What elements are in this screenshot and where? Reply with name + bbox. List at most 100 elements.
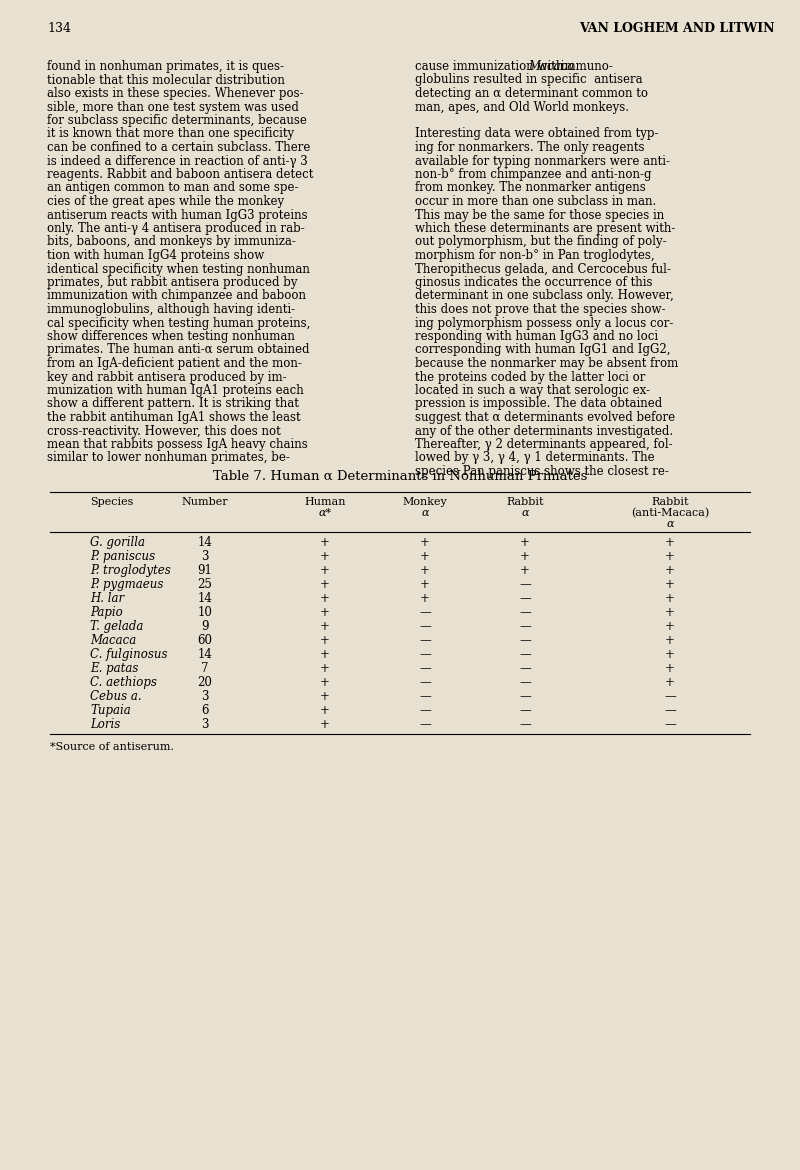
Text: +: + <box>320 662 330 675</box>
Text: which these determinants are present with-: which these determinants are present wit… <box>415 222 675 235</box>
Text: is indeed a difference in reaction of anti-γ 3: is indeed a difference in reaction of an… <box>47 154 308 167</box>
Text: +: + <box>420 550 430 563</box>
Text: —: — <box>419 606 431 619</box>
Text: found in nonhuman primates, it is ques-: found in nonhuman primates, it is ques- <box>47 60 284 73</box>
Text: tionable that this molecular distribution: tionable that this molecular distributio… <box>47 74 285 87</box>
Text: —: — <box>419 648 431 661</box>
Text: T. gelada: T. gelada <box>90 620 143 633</box>
Text: 14: 14 <box>198 536 213 549</box>
Text: sible, more than one test system was used: sible, more than one test system was use… <box>47 101 299 113</box>
Text: Table 7. Human α Determinants in Nonhuman Primates: Table 7. Human α Determinants in Nonhuma… <box>213 470 587 483</box>
Text: lowed by γ 3, γ 4, γ 1 determinants. The: lowed by γ 3, γ 4, γ 1 determinants. The <box>415 452 654 464</box>
Text: Interesting data were obtained from typ-: Interesting data were obtained from typ- <box>415 128 658 140</box>
Text: —: — <box>419 704 431 717</box>
Text: +: + <box>420 536 430 549</box>
Text: from monkey. The nonmarker antigens: from monkey. The nonmarker antigens <box>415 181 646 194</box>
Text: man, apes, and Old World monkeys.: man, apes, and Old World monkeys. <box>415 101 629 113</box>
Text: Theropithecus gelada, and Cercocebus ful-: Theropithecus gelada, and Cercocebus ful… <box>415 262 671 275</box>
Text: +: + <box>320 578 330 591</box>
Text: +: + <box>320 648 330 661</box>
Text: —: — <box>419 662 431 675</box>
Text: located in such a way that serologic ex-: located in such a way that serologic ex- <box>415 384 650 397</box>
Text: —: — <box>664 718 676 731</box>
Text: +: + <box>665 620 675 633</box>
Text: +: + <box>520 536 530 549</box>
Text: +: + <box>420 592 430 605</box>
Text: Loris: Loris <box>90 718 120 731</box>
Text: non-b° from chimpanzee and anti-non-g: non-b° from chimpanzee and anti-non-g <box>415 168 651 181</box>
Text: +: + <box>665 592 675 605</box>
Text: this does not prove that the species show-: this does not prove that the species sho… <box>415 303 666 316</box>
Text: +: + <box>320 718 330 731</box>
Text: H. lar: H. lar <box>90 592 124 605</box>
Text: C. fulginosus: C. fulginosus <box>90 648 167 661</box>
Text: the rabbit antihuman IgA1 shows the least: the rabbit antihuman IgA1 shows the leas… <box>47 411 301 424</box>
Text: E. patas: E. patas <box>90 662 138 675</box>
Text: out polymorphism, but the finding of poly-: out polymorphism, but the finding of pol… <box>415 235 666 248</box>
Text: cies of the great apes while the monkey: cies of the great apes while the monkey <box>47 195 284 208</box>
Text: Monkey: Monkey <box>402 497 447 507</box>
Text: —: — <box>419 620 431 633</box>
Text: 9: 9 <box>202 620 209 633</box>
Text: can be confined to a certain subclass. There: can be confined to a certain subclass. T… <box>47 142 310 154</box>
Text: +: + <box>320 634 330 647</box>
Text: immunization with chimpanzee and baboon: immunization with chimpanzee and baboon <box>47 289 306 303</box>
Text: 3: 3 <box>202 690 209 703</box>
Text: —: — <box>419 634 431 647</box>
Text: —: — <box>519 704 531 717</box>
Text: +: + <box>420 564 430 577</box>
Text: species Pan paniscus shows the closest re-: species Pan paniscus shows the closest r… <box>415 464 669 479</box>
Text: +: + <box>320 704 330 717</box>
Text: antiserum reacts with human IgG3 proteins: antiserum reacts with human IgG3 protein… <box>47 208 308 221</box>
Text: occur in more than one subclass in man.: occur in more than one subclass in man. <box>415 195 656 208</box>
Text: +: + <box>320 564 330 577</box>
Text: Number: Number <box>182 497 228 507</box>
Text: 10: 10 <box>198 606 213 619</box>
Text: ing for nonmarkers. The only reagents: ing for nonmarkers. The only reagents <box>415 142 645 154</box>
Text: an antigen common to man and some spe-: an antigen common to man and some spe- <box>47 181 298 194</box>
Text: because the nonmarker may be absent from: because the nonmarker may be absent from <box>415 357 678 370</box>
Text: P. troglodytes: P. troglodytes <box>90 564 170 577</box>
Text: —: — <box>519 592 531 605</box>
Text: Macaca: Macaca <box>90 634 136 647</box>
Text: α: α <box>666 519 674 529</box>
Text: +: + <box>520 550 530 563</box>
Text: for subclass specific determinants, because: for subclass specific determinants, beca… <box>47 113 307 128</box>
Text: 14: 14 <box>198 648 213 661</box>
Text: ginosus indicates the occurrence of this: ginosus indicates the occurrence of this <box>415 276 653 289</box>
Text: 20: 20 <box>198 676 213 689</box>
Text: G. gorilla: G. gorilla <box>90 536 145 549</box>
Text: +: + <box>320 676 330 689</box>
Text: 25: 25 <box>198 578 213 591</box>
Text: P. pygmaeus: P. pygmaeus <box>90 578 163 591</box>
Text: +: + <box>665 536 675 549</box>
Text: similar to lower nonhuman primates, be-: similar to lower nonhuman primates, be- <box>47 452 290 464</box>
Text: primates. The human anti-α serum obtained: primates. The human anti-α serum obtaine… <box>47 344 310 357</box>
Text: +: + <box>665 676 675 689</box>
Text: Tupaia: Tupaia <box>90 704 130 717</box>
Text: Macaca: Macaca <box>528 60 574 73</box>
Text: +: + <box>665 634 675 647</box>
Text: suggest that α determinants evolved before: suggest that α determinants evolved befo… <box>415 411 675 424</box>
Text: —: — <box>519 648 531 661</box>
Text: key and rabbit antisera produced by im-: key and rabbit antisera produced by im- <box>47 371 286 384</box>
Text: +: + <box>665 564 675 577</box>
Text: 14: 14 <box>198 592 213 605</box>
Text: also exists in these species. Whenever pos-: also exists in these species. Whenever p… <box>47 87 304 99</box>
Text: —: — <box>519 620 531 633</box>
Text: *Source of antiserum.: *Source of antiserum. <box>50 742 174 752</box>
Text: tion with human IgG4 proteins show: tion with human IgG4 proteins show <box>47 249 264 262</box>
Text: ing polymorphism possess only a locus cor-: ing polymorphism possess only a locus co… <box>415 317 674 330</box>
Text: primates, but rabbit antisera produced by: primates, but rabbit antisera produced b… <box>47 276 298 289</box>
Text: 3: 3 <box>202 550 209 563</box>
Text: (anti-Macaca): (anti-Macaca) <box>631 508 709 518</box>
Text: α*: α* <box>318 508 331 518</box>
Text: +: + <box>320 606 330 619</box>
Text: identical specificity when testing nonhuman: identical specificity when testing nonhu… <box>47 262 310 275</box>
Text: —: — <box>519 606 531 619</box>
Text: —: — <box>519 690 531 703</box>
Text: —: — <box>519 662 531 675</box>
Text: show a different pattern. It is striking that: show a different pattern. It is striking… <box>47 398 299 411</box>
Text: —: — <box>419 676 431 689</box>
Text: —: — <box>519 634 531 647</box>
